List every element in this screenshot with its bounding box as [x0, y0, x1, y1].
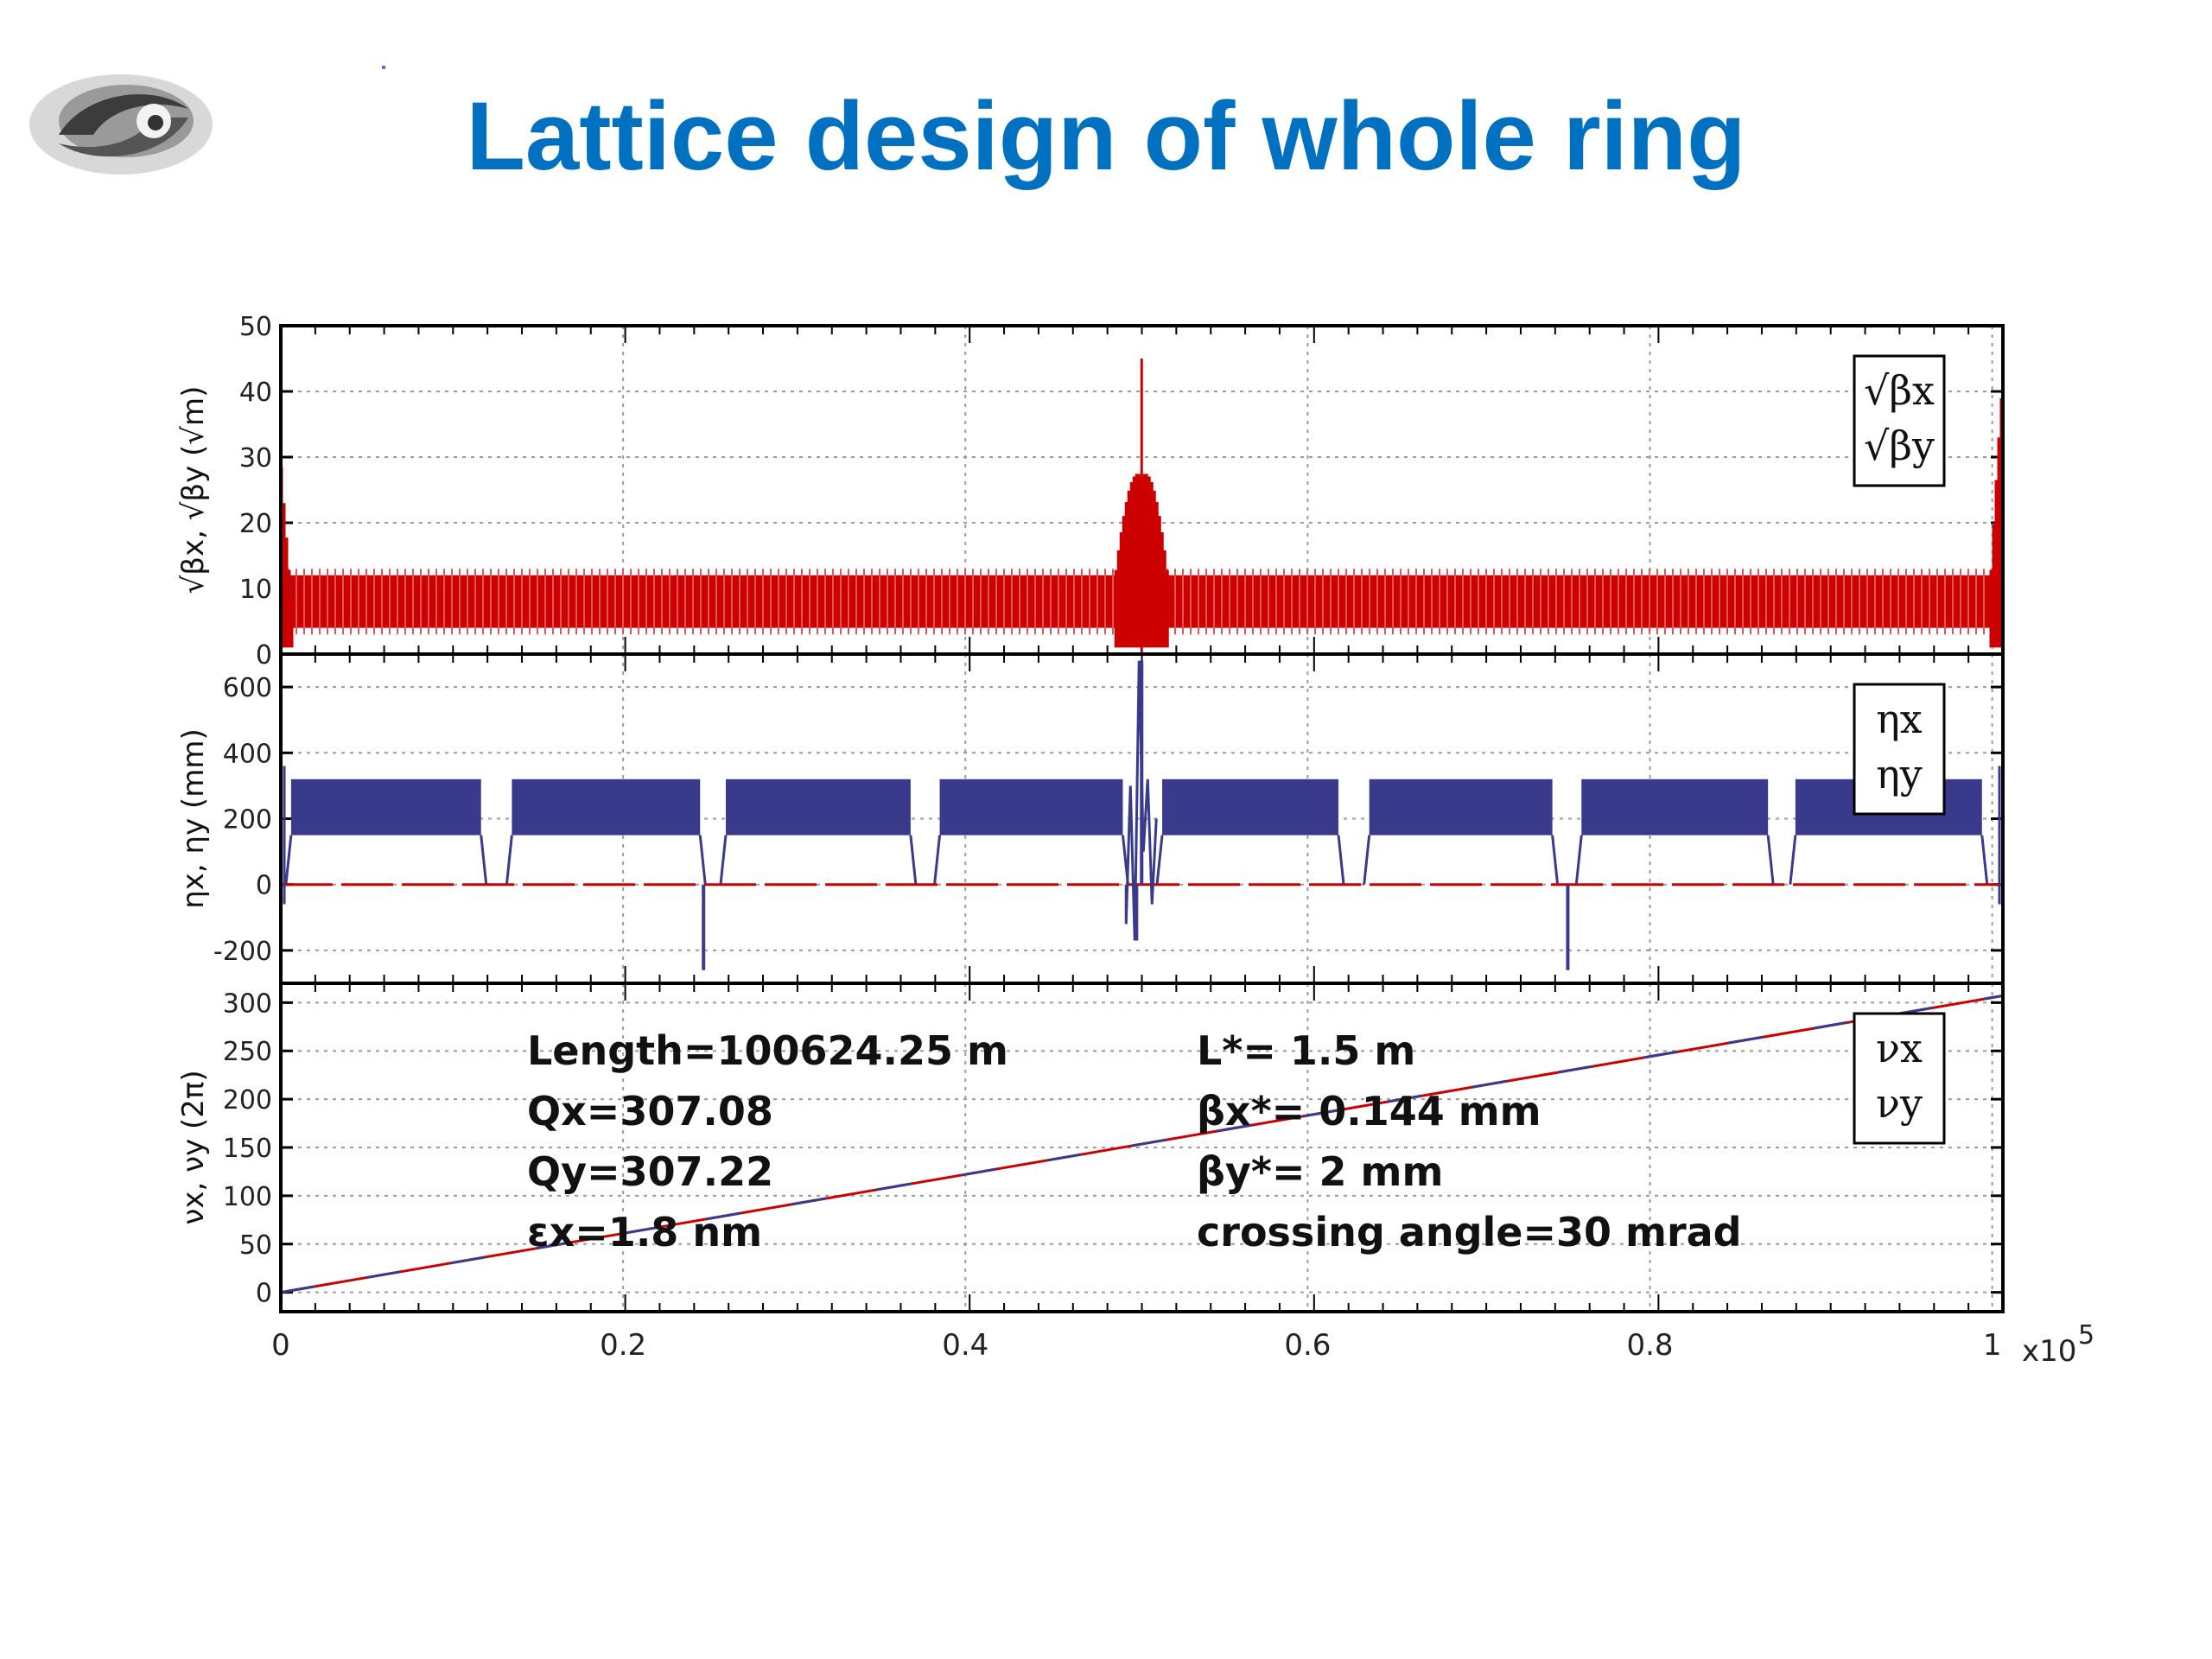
- x-tick-label: 0.4: [942, 1328, 988, 1363]
- institute-logo: [29, 74, 213, 175]
- annotation-length: Length=100624.25 m: [527, 1027, 1008, 1074]
- y-tick-label: 600: [223, 673, 272, 703]
- x-tick-label: 0.6: [1284, 1328, 1331, 1363]
- legend-box: [1853, 683, 1946, 816]
- series-eta-x-arc: [939, 779, 1123, 836]
- y-tick-label: 200: [223, 805, 272, 836]
- series-eta-x-ramp: [1789, 835, 1989, 885]
- series-eta-x-ramp: [1574, 835, 1775, 885]
- panel-frame: [279, 982, 2005, 1313]
- legend-box: [1853, 354, 1946, 487]
- y-tick-label: 0: [256, 871, 272, 901]
- y-tick-label: 100: [223, 1182, 272, 1212]
- series-eta-x-arc: [1369, 779, 1553, 836]
- series-beta-x-texture: [281, 569, 2000, 635]
- panel-tune: 0 50 100 150 200 250 300 νx, νy (2π) νx νy: [176, 982, 2005, 1313]
- y-tick-label: -200: [213, 937, 272, 967]
- x-tick-label: 0.2: [600, 1328, 646, 1363]
- y-tick-label: 150: [223, 1134, 272, 1164]
- y-axis-label: νx, νy (2π): [176, 1070, 211, 1224]
- series-group: [281, 660, 2003, 970]
- legend-box: [1853, 1012, 1946, 1145]
- annotation-crossing-angle: crossing angle=30 mrad: [1197, 1209, 1742, 1255]
- panel-dispersion: -200 0 200 400 600 ηx, ηy (mm) ηx ηy: [176, 652, 2005, 985]
- y-tick-label: 200: [223, 1085, 272, 1116]
- series-eta-x-arc: [1162, 779, 1339, 836]
- annotation-betax-star: βx*= 0.144 mm: [1197, 1088, 1541, 1135]
- y-tick-label: 50: [239, 1230, 272, 1261]
- legend-entry: ηy: [1876, 751, 1923, 798]
- series-eta-x-ramp: [933, 835, 1129, 885]
- annotation-betay-star: βy*= 2 mm: [1197, 1148, 1443, 1195]
- annotation-qx: Qx=307.08: [527, 1088, 773, 1135]
- legend-entry: ηx: [1876, 696, 1923, 742]
- x-axis-multiplier-exponent: 5: [2078, 1320, 2094, 1351]
- stray-dot: [382, 66, 385, 69]
- panel-beta: 0 10 20 30 40 50 √βx, √βy (√m) √βx √βy: [176, 312, 2005, 671]
- y-tick-label: 250: [223, 1037, 272, 1067]
- y-tick-label: 300: [223, 988, 272, 1019]
- eta-x-ip-oscillation: [1124, 660, 1158, 941]
- series-eta-x-ramp: [719, 835, 918, 885]
- series-eta-x-ramp: [1155, 835, 1345, 885]
- legend-entry: νy: [1876, 1080, 1923, 1127]
- series-eta-x-ramp: [505, 835, 707, 885]
- y-tick-label: 20: [239, 509, 272, 539]
- y-tick-label: 50: [239, 312, 272, 342]
- beta-ip-peak: [1114, 474, 1169, 648]
- y-tick-label: 40: [239, 378, 272, 408]
- y-axis-label: ηx, ηy (mm): [176, 728, 211, 909]
- x-tick-label: 0.8: [1626, 1328, 1673, 1363]
- annotation-emittance: εx=1.8 nm: [527, 1209, 762, 1255]
- series-eta-x-arc: [290, 779, 481, 836]
- x-tick-label: 1: [1983, 1328, 2002, 1363]
- x-tick-label: 0: [271, 1328, 290, 1363]
- legend-entry: √βx: [1864, 367, 1935, 414]
- series-eta-x-arc: [1581, 779, 1769, 836]
- y-axis-label: √βx, √βy (√m): [176, 386, 211, 594]
- annotation-qy: Qy=307.22: [527, 1148, 773, 1195]
- y-tick-label: 30: [239, 443, 272, 474]
- y-tick-label: 10: [239, 575, 272, 605]
- y-tick-label: 0: [256, 640, 272, 671]
- x-axis-multiplier: x10: [2022, 1334, 2076, 1369]
- legend-entry: √βy: [1864, 423, 1935, 469]
- y-tick-label: 0: [256, 1279, 272, 1309]
- annotation-lstar: L*= 1.5 m: [1197, 1027, 1415, 1074]
- y-tick-label: 400: [223, 739, 272, 769]
- series-eta-x-ramp: [1363, 835, 1560, 885]
- series-group: [281, 994, 2003, 1294]
- slide-title: Lattice design of whole ring: [466, 82, 1746, 190]
- series-tune-y: [281, 994, 2003, 1294]
- series-eta-x-ramp: [284, 835, 488, 885]
- legend-entry: νx: [1876, 1025, 1923, 1071]
- series-eta-x-arc: [725, 779, 911, 836]
- series-group: [281, 359, 2003, 654]
- series-eta-x-arc: [512, 779, 701, 836]
